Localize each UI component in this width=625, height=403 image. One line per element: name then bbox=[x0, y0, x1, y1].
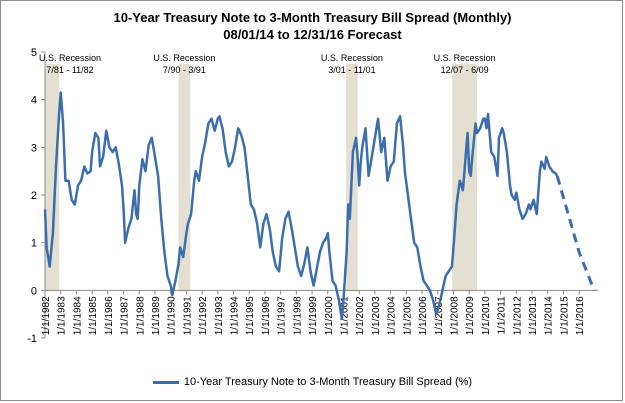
x-tick-label: 1/1/1992 bbox=[198, 296, 209, 335]
x-tick-label: 1/1/1995 bbox=[245, 296, 256, 335]
y-tick-label: 2 bbox=[31, 190, 37, 202]
y-tick-label: 3 bbox=[31, 142, 37, 154]
x-tick-label: 1/1/1985 bbox=[88, 296, 99, 335]
recession-label-3: U.S. Recession bbox=[321, 53, 383, 63]
x-tick-label: 1/1/2007 bbox=[434, 296, 445, 335]
x-tick-label: 1/1/1986 bbox=[104, 296, 115, 335]
x-tick-label: 1/1/1987 bbox=[120, 296, 131, 335]
recession-label-2: U.S. Recession bbox=[153, 53, 215, 63]
x-tick-label: 1/1/2000 bbox=[324, 296, 335, 335]
y-tick-label: -1 bbox=[27, 333, 37, 345]
x-tick-label: 1/1/1993 bbox=[214, 296, 225, 335]
chart-title: 10-Year Treasury Note to 3-Month Treasur… bbox=[113, 10, 512, 25]
y-tick-label: 5 bbox=[31, 47, 37, 59]
x-tick-label: 1/1/2011 bbox=[497, 296, 508, 335]
recession-label-4: U.S. Recession bbox=[434, 53, 496, 63]
x-tick-label: 1/1/2010 bbox=[481, 296, 492, 335]
x-tick-label: 1/1/2003 bbox=[371, 296, 382, 335]
x-tick-label: 1/1/2008 bbox=[449, 296, 460, 335]
x-tick-label: 1/1/2004 bbox=[387, 296, 398, 335]
x-tick-label: 1/1/1999 bbox=[308, 296, 319, 335]
x-tick-label: 1/1/2006 bbox=[418, 296, 429, 335]
recession-dates-1: 7/81 - 11/82 bbox=[46, 65, 93, 75]
x-tick-label: 1/1/1988 bbox=[135, 296, 146, 335]
legend: 10-Year Treasury Note to 3-Month Treasur… bbox=[0, 376, 625, 388]
y-tick-label: 4 bbox=[31, 95, 37, 107]
x-tick-label: 1/1/1982 bbox=[41, 296, 52, 335]
x-tick-label: 1/1/1983 bbox=[57, 296, 68, 335]
x-tick-label: 1/1/2005 bbox=[402, 296, 413, 335]
x-tick-label: 1/1/1994 bbox=[230, 296, 241, 335]
x-tick-label: 1/1/2016 bbox=[575, 296, 586, 335]
legend-line-swatch bbox=[152, 380, 179, 384]
recession-dates-3: 3/01 - 11/01 bbox=[328, 65, 375, 75]
recession-dates-4: 12/07 - 6/09 bbox=[441, 65, 489, 75]
recession-label-1: U.S. Recession bbox=[39, 53, 101, 63]
spread-line bbox=[43, 91, 559, 321]
x-tick-label: 1/1/1984 bbox=[72, 296, 83, 335]
recession-dates-2: 7/90 - 3/91 bbox=[163, 65, 206, 75]
chart-subtitle: 08/01/14 to 12/31/16 Forecast bbox=[223, 27, 402, 42]
x-tick-label: 1/1/2013 bbox=[528, 296, 539, 335]
x-tick-label: 1/1/2009 bbox=[465, 296, 476, 335]
y-tick-label: 1 bbox=[31, 238, 37, 250]
x-tick-label: 1/1/2012 bbox=[512, 296, 523, 335]
x-tick-label: 1/1/1991 bbox=[182, 296, 193, 335]
x-tick-label: 1/1/1990 bbox=[167, 296, 178, 335]
recession-band-1 bbox=[45, 63, 60, 292]
x-tick-label: 1/1/2001 bbox=[339, 296, 350, 335]
x-tick-label: 1/1/1989 bbox=[151, 296, 162, 335]
x-tick-label: 1/1/2002 bbox=[355, 296, 366, 335]
x-tick-label: 1/1/1998 bbox=[292, 296, 303, 335]
y-tick-label: 0 bbox=[31, 285, 37, 297]
forecast-line bbox=[555, 175, 596, 291]
x-tick-label: 1/1/1997 bbox=[277, 296, 288, 335]
x-tick-label: 1/1/2015 bbox=[559, 296, 570, 335]
recession-band-2 bbox=[178, 63, 191, 292]
x-tick-label: 1/1/2014 bbox=[544, 296, 555, 335]
legend-label: 10-Year Treasury Note to 3-Month Treasur… bbox=[183, 376, 473, 388]
x-tick-label: 1/1/1996 bbox=[261, 296, 272, 335]
